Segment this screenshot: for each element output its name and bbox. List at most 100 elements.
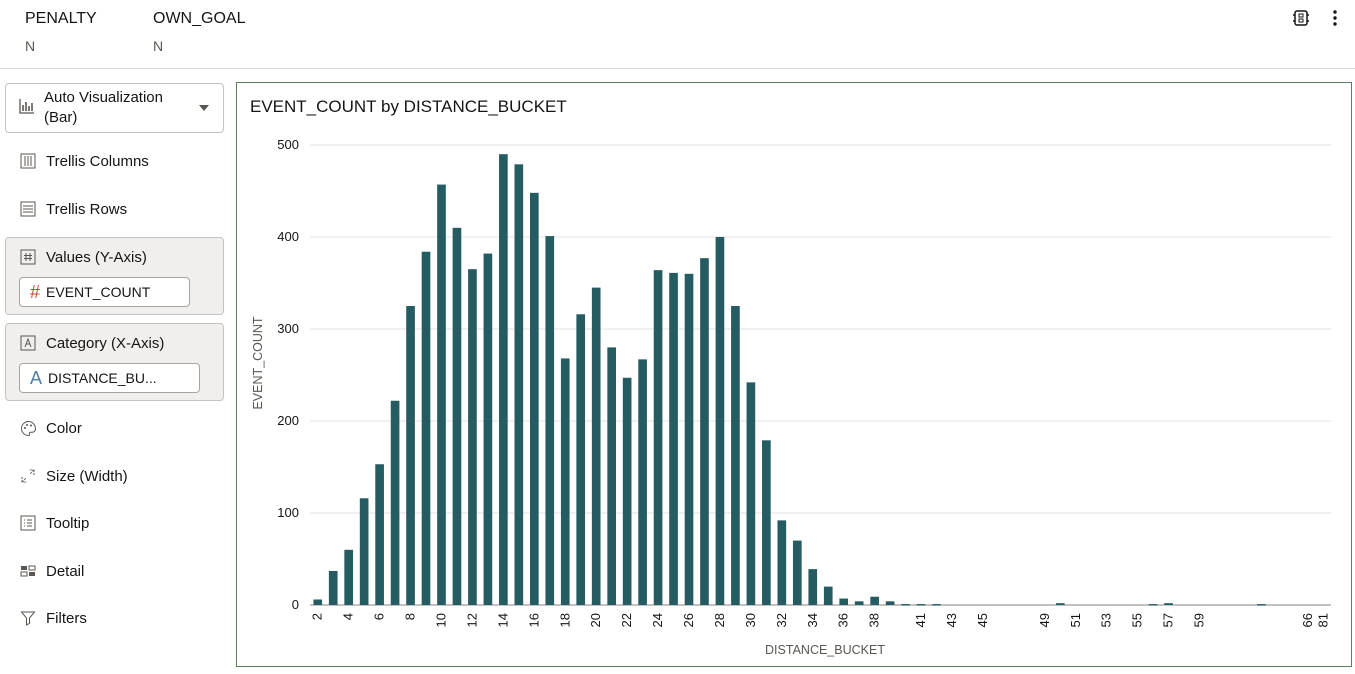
- visualization-type-select[interactable]: Auto Visualization (Bar): [5, 83, 224, 133]
- x-tick-label: 6: [372, 613, 387, 620]
- values-y-axis-dropzone[interactable]: Values (Y-Axis) # EVENT_COUNT: [5, 237, 224, 315]
- tooltip-icon: [18, 513, 38, 533]
- data-chip-icon[interactable]: [1291, 8, 1311, 28]
- distance-bucket-pill[interactable]: A DISTANCE_BU...: [19, 363, 200, 393]
- color-dropzone[interactable]: Color: [18, 416, 82, 440]
- trellis-rows-dropzone[interactable]: Trellis Rows: [18, 197, 127, 221]
- bar-7[interactable]: [390, 400, 400, 605]
- attribute-icon: [18, 333, 38, 353]
- bar-42[interactable]: [932, 604, 941, 606]
- bar-18[interactable]: [560, 358, 570, 605]
- chart-canvas[interactable]: EVENT_COUNT by DISTANCE_BUCKET 0 100 200 30…: [236, 82, 1352, 667]
- bar-6[interactable]: [375, 464, 384, 605]
- y-tick-label: 0: [292, 597, 299, 612]
- bar-30[interactable]: [746, 382, 756, 605]
- column-own-goal[interactable]: OWN_GOAL N: [153, 8, 245, 54]
- x-tick-label: 34: [805, 613, 820, 627]
- bar-5[interactable]: [359, 498, 369, 605]
- bar-41[interactable]: [916, 604, 926, 606]
- x-tick-label: 26: [681, 613, 696, 627]
- bar-26[interactable]: [684, 273, 694, 605]
- bar-56[interactable]: [1148, 604, 1158, 606]
- bar-8[interactable]: [406, 306, 415, 605]
- bar-15[interactable]: [514, 164, 524, 605]
- event-count-pill[interactable]: # EVENT_COUNT: [19, 277, 190, 307]
- y-tick-label: 400: [277, 229, 299, 244]
- bar-36[interactable]: [839, 598, 849, 605]
- filters-dropzone[interactable]: Filters: [18, 606, 87, 630]
- bar-57[interactable]: [1164, 603, 1173, 605]
- detail-icon: [18, 561, 38, 581]
- trellis-rows-icon: [18, 199, 38, 219]
- bar-35[interactable]: [823, 586, 833, 605]
- bar-10[interactable]: [437, 184, 446, 605]
- bar-25[interactable]: [669, 272, 678, 605]
- bar-13[interactable]: [483, 253, 493, 605]
- y-axis-label: EVENT_COUNT: [251, 316, 265, 409]
- bar-32[interactable]: [777, 520, 787, 605]
- x-tick-label: 49: [1037, 613, 1052, 627]
- bar-14[interactable]: [499, 154, 508, 605]
- x-tick-label: 2: [310, 613, 325, 620]
- x-tick-label: 38: [867, 613, 882, 627]
- bar-21[interactable]: [607, 347, 616, 605]
- bar-38[interactable]: [870, 596, 879, 605]
- y-tick-label: 100: [277, 505, 299, 520]
- bar-12[interactable]: [468, 269, 477, 605]
- values-label: Values (Y-Axis): [46, 248, 147, 266]
- bar-9[interactable]: [421, 251, 431, 605]
- detail-dropzone[interactable]: Detail: [18, 559, 84, 583]
- hash-icon: [18, 247, 38, 267]
- bar-31[interactable]: [762, 440, 771, 605]
- resize-icon: [18, 466, 38, 486]
- column-penalty[interactable]: PENALTY N: [25, 8, 97, 54]
- bar-2[interactable]: [313, 599, 323, 605]
- bar-37[interactable]: [854, 601, 864, 605]
- bar-33[interactable]: [792, 540, 802, 605]
- x-tick-label: 22: [619, 613, 634, 627]
- bar-63[interactable]: [1257, 604, 1266, 606]
- bar-39[interactable]: [885, 601, 895, 605]
- x-tick-label: 20: [588, 613, 603, 627]
- trellis-columns-label: Trellis Columns: [46, 152, 149, 170]
- palette-icon: [18, 418, 38, 438]
- bar-17[interactable]: [545, 236, 555, 605]
- bar-22[interactable]: [622, 377, 632, 605]
- x-tick-label: 43: [944, 613, 959, 627]
- x-tick-label: 59: [1192, 613, 1207, 627]
- y-tick-label: 500: [277, 137, 299, 152]
- bar-11[interactable]: [452, 227, 462, 606]
- bar-40[interactable]: [901, 604, 910, 606]
- more-vertical-icon[interactable]: [1325, 8, 1345, 28]
- category-label: Category (X-Axis): [46, 334, 165, 352]
- bar-20[interactable]: [591, 287, 601, 605]
- bar-29[interactable]: [731, 306, 740, 605]
- x-tick-label: 45: [975, 613, 990, 627]
- bar-34[interactable]: [808, 569, 818, 605]
- x-tick-label: 36: [836, 613, 851, 627]
- chevron-down-icon: [199, 105, 209, 111]
- bar-27[interactable]: [700, 258, 709, 605]
- x-tick-label: 30: [743, 613, 758, 627]
- x-tick-label: 57: [1161, 613, 1176, 627]
- x-tick-label: 14: [495, 613, 510, 627]
- x-tick-label: 10: [433, 613, 448, 627]
- column-header: OWN_GOAL: [153, 10, 246, 27]
- tooltip-dropzone[interactable]: Tooltip: [18, 511, 89, 535]
- bar-19[interactable]: [576, 314, 586, 605]
- trellis-columns-dropzone[interactable]: Trellis Columns: [18, 149, 149, 173]
- filter-icon: [18, 608, 38, 628]
- bar-16[interactable]: [529, 192, 539, 605]
- bar-4[interactable]: [344, 549, 354, 605]
- x-tick-label: 18: [557, 613, 572, 627]
- bar-23[interactable]: [638, 359, 647, 605]
- bar-28[interactable]: [715, 237, 725, 605]
- bar-3[interactable]: [328, 570, 338, 605]
- bar-50[interactable]: [1055, 603, 1065, 605]
- size-dropzone[interactable]: Size (Width): [18, 464, 128, 488]
- category-x-axis-dropzone[interactable]: Category (X-Axis) A DISTANCE_BU...: [5, 323, 224, 401]
- detail-label: Detail: [46, 562, 85, 580]
- x-tick-label: 81: [1315, 613, 1330, 627]
- bar-24[interactable]: [653, 270, 663, 605]
- x-tick-label: 51: [1068, 613, 1083, 627]
